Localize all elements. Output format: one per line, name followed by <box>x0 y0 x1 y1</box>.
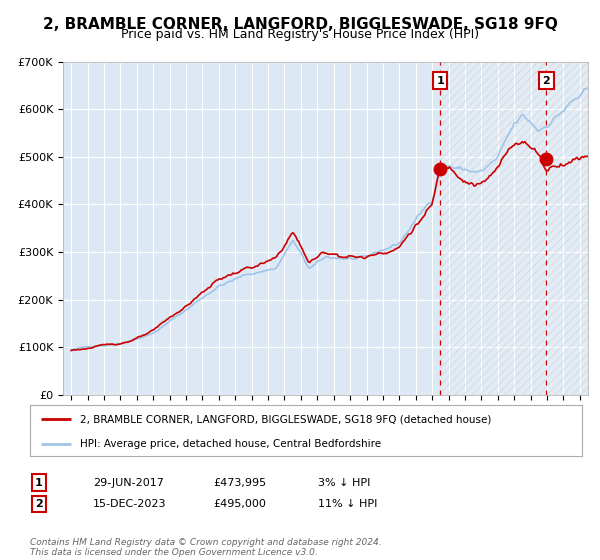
Text: 15-DEC-2023: 15-DEC-2023 <box>93 499 167 509</box>
Text: 1: 1 <box>35 478 43 488</box>
Text: HPI: Average price, detached house, Central Bedfordshire: HPI: Average price, detached house, Cent… <box>80 438 381 449</box>
Text: 11% ↓ HPI: 11% ↓ HPI <box>318 499 377 509</box>
Text: £473,995: £473,995 <box>213 478 266 488</box>
Text: 2, BRAMBLE CORNER, LANGFORD, BIGGLESWADE, SG18 9FQ: 2, BRAMBLE CORNER, LANGFORD, BIGGLESWADE… <box>43 17 557 32</box>
Text: 3% ↓ HPI: 3% ↓ HPI <box>318 478 370 488</box>
Text: £495,000: £495,000 <box>213 499 266 509</box>
Text: Price paid vs. HM Land Registry's House Price Index (HPI): Price paid vs. HM Land Registry's House … <box>121 28 479 41</box>
Text: 1: 1 <box>436 76 444 86</box>
Text: Contains HM Land Registry data © Crown copyright and database right 2024.
This d: Contains HM Land Registry data © Crown c… <box>30 538 382 557</box>
Text: 29-JUN-2017: 29-JUN-2017 <box>93 478 164 488</box>
Text: 2, BRAMBLE CORNER, LANGFORD, BIGGLESWADE, SG18 9FQ (detached house): 2, BRAMBLE CORNER, LANGFORD, BIGGLESWADE… <box>80 414 491 424</box>
Text: 2: 2 <box>35 499 43 509</box>
Text: 2: 2 <box>542 76 550 86</box>
